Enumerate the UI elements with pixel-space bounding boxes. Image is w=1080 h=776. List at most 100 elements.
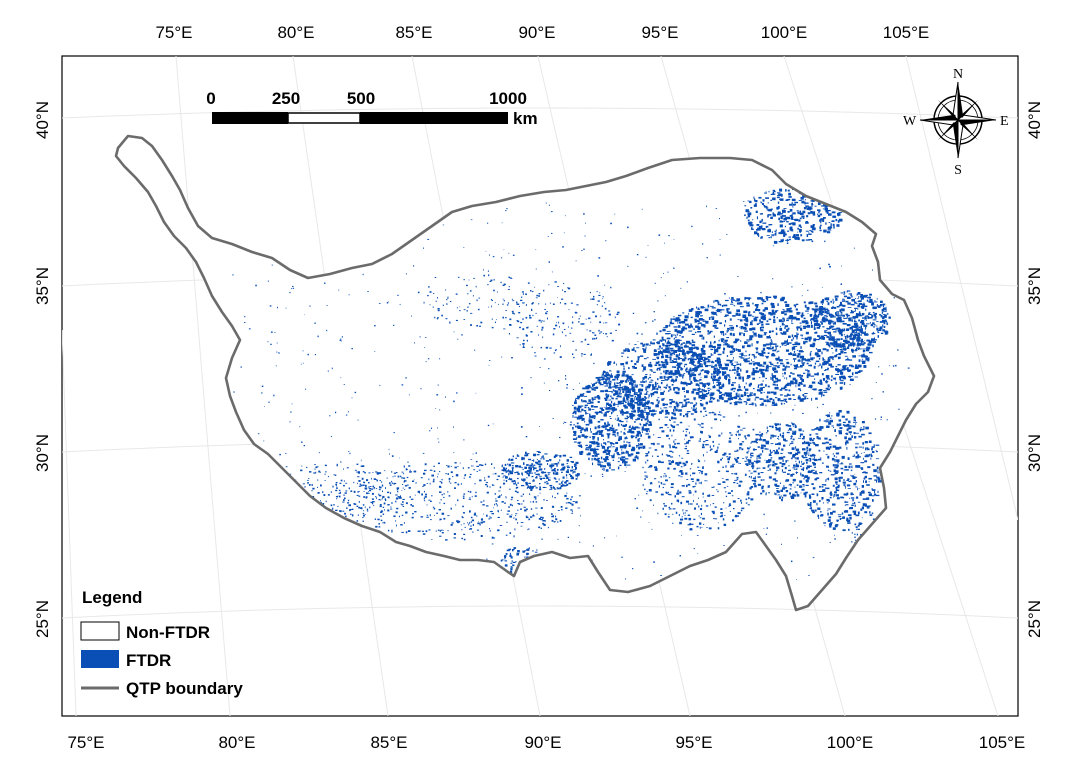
ftdr-patch <box>795 234 799 237</box>
ftdr-patch <box>744 323 748 327</box>
ftdr-patch <box>708 434 710 436</box>
ftdr-patch <box>762 199 765 202</box>
ftdr-patch <box>551 505 555 508</box>
ftdr-patch <box>824 310 827 314</box>
ftdr-patch <box>482 521 486 523</box>
ftdr-patch <box>697 423 700 425</box>
ftdr-patch <box>671 360 674 362</box>
ftdr-patch <box>724 363 729 367</box>
ftdr-patch <box>674 344 675 346</box>
ftdr-patch <box>839 386 843 390</box>
ftdr-patch <box>670 486 674 488</box>
ftdr-patch <box>803 327 806 329</box>
ftdr-patch <box>724 320 727 323</box>
ftdr-patch <box>766 395 769 399</box>
ftdr-patch <box>748 312 750 315</box>
ftdr-patch <box>460 483 462 485</box>
ftdr-patch <box>765 377 767 379</box>
ftdr-patch <box>872 332 874 335</box>
ftdr-patch <box>495 500 498 502</box>
ftdr-patch <box>866 339 871 342</box>
ftdr-patch <box>831 343 834 346</box>
ftdr-patch <box>602 371 606 374</box>
ftdr-patch <box>812 211 816 214</box>
ftdr-patch <box>837 220 840 223</box>
ftdr-patch <box>621 355 623 358</box>
ftdr-patch <box>702 492 704 495</box>
ftdr-patch <box>550 487 552 488</box>
ftdr-patch <box>686 411 691 413</box>
ftdr-patch <box>733 357 734 359</box>
ftdr-patch <box>801 320 805 323</box>
ftdr-patch <box>652 386 656 388</box>
ftdr-patch <box>836 317 839 320</box>
ftdr-patch <box>802 398 805 401</box>
ftdr-patch <box>831 375 833 378</box>
ftdr-patch <box>600 464 603 468</box>
ftdr-patch <box>799 217 802 220</box>
ftdr-patch <box>470 528 473 530</box>
ftdr-patch <box>769 361 772 364</box>
ftdr-patch <box>515 518 517 521</box>
ftdr-patch <box>422 530 424 532</box>
ftdr-patch <box>845 440 849 444</box>
ftdr-patch <box>654 468 658 471</box>
ftdr-patch <box>796 364 798 367</box>
ftdr-patch <box>543 499 545 501</box>
ftdr-patch <box>843 340 847 342</box>
ftdr-patch <box>652 339 656 341</box>
ftdr-patch <box>486 491 489 494</box>
ftdr-patch <box>800 334 804 336</box>
ftdr-patch <box>698 497 699 499</box>
ftdr-patch <box>868 477 872 480</box>
ftdr-patch <box>644 475 648 477</box>
ftdr-patch <box>830 223 832 227</box>
ftdr-patch <box>673 387 675 389</box>
ftdr-patch <box>773 465 776 467</box>
ftdr-patch <box>573 463 576 466</box>
ftdr-patch <box>803 301 806 304</box>
ftdr-patch <box>715 378 718 381</box>
ftdr-patch <box>836 423 838 426</box>
ftdr-patch <box>800 465 802 467</box>
ftdr-patch <box>760 492 763 495</box>
ftdr-patch <box>814 332 818 334</box>
ftdr-patch <box>634 456 638 459</box>
ftdr-patch <box>604 443 607 446</box>
ftdr-patch <box>696 353 700 357</box>
ftdr-patch <box>830 387 832 389</box>
ftdr-patch <box>737 426 741 428</box>
ftdr-patch <box>581 427 584 431</box>
ftdr-patch <box>828 358 831 362</box>
ftdr-patch <box>535 476 538 479</box>
ftdr-patch <box>693 518 696 521</box>
ftdr-patch <box>777 211 781 214</box>
ftdr-patch <box>712 366 715 368</box>
ftdr-patch <box>850 293 852 296</box>
ftdr-patch <box>784 225 786 228</box>
ftdr-patch <box>834 472 838 474</box>
ftdr-patch <box>615 403 619 405</box>
ftdr-patch <box>666 337 671 340</box>
ftdr-patch <box>851 330 856 332</box>
ftdr-patch <box>672 445 675 449</box>
ftdr-patch <box>762 467 766 469</box>
ftdr-patch <box>739 319 743 322</box>
ftdr-patch <box>792 223 796 226</box>
ftdr-patch <box>630 378 632 381</box>
ftdr-patch <box>464 526 466 528</box>
ftdr-patch <box>769 336 771 339</box>
ftdr-patch <box>654 449 658 451</box>
ftdr-patch <box>767 391 771 394</box>
ftdr-patch <box>719 395 723 398</box>
ftdr-patch <box>680 381 682 383</box>
ftdr-patch <box>865 454 869 458</box>
ftdr-patch <box>752 377 756 380</box>
ftdr-patch <box>768 318 772 321</box>
ftdr-patch <box>832 215 837 218</box>
ftdr-patch <box>858 348 862 350</box>
ftdr-patch <box>843 479 845 481</box>
ftdr-patch <box>753 393 756 396</box>
ftdr-patch <box>831 314 835 317</box>
ftdr-patch <box>816 354 821 358</box>
